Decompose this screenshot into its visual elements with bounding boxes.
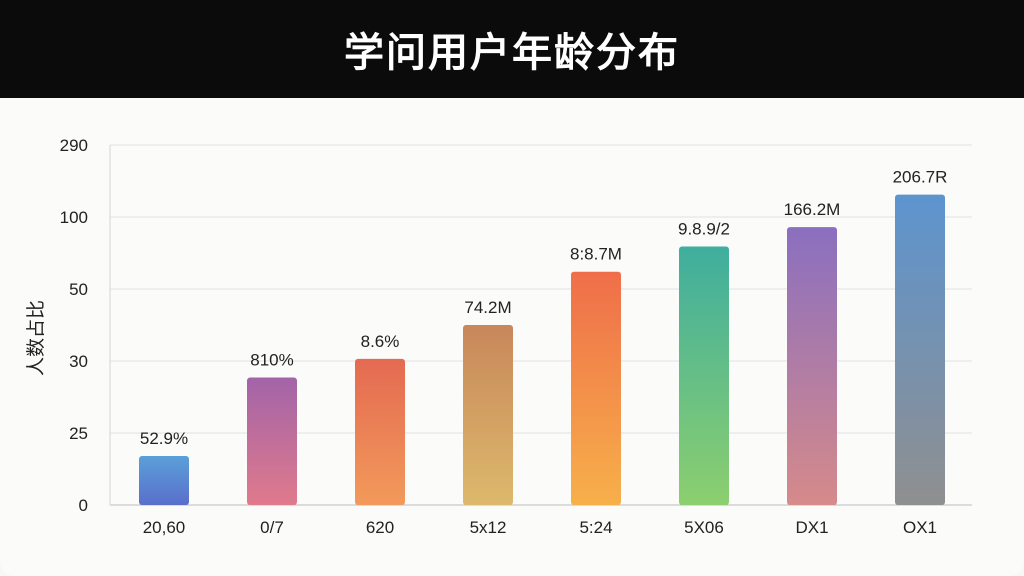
bar-data-label: 206.7R (893, 168, 948, 187)
x-tick-label: DX1 (795, 518, 828, 537)
y-tick-label: 25 (69, 424, 88, 443)
bar-data-label: 74.2M (464, 298, 511, 317)
bar-data-label: 810% (250, 351, 293, 370)
bar-data-label: 9.8.9/2 (678, 220, 730, 239)
y-tick-label: 30 (69, 352, 88, 371)
bar-chart: 0 25 30 50 100 290 52.9% 20,60 810% 0/7 8.6% 620 74… (25, 136, 972, 537)
y-tick-label: 0 (79, 496, 88, 515)
y-tick-label: 100 (60, 208, 88, 227)
x-tick-label: 0/7 (260, 518, 284, 537)
y-axis-label: 人数占比 (25, 300, 47, 376)
x-tick-label: 20,60 (143, 518, 186, 537)
x-tick-label: 5X06 (684, 518, 724, 537)
bar (355, 358, 405, 505)
bar-data-label: 8.6% (361, 332, 400, 351)
y-tick-label: 50 (69, 280, 88, 299)
bar (679, 246, 729, 505)
bar (895, 194, 945, 505)
bar (247, 377, 297, 505)
bar-data-label: 166.2M (784, 200, 841, 219)
bar (571, 271, 621, 505)
x-tick-label: 620 (366, 518, 394, 537)
bar-data-label: 52.9% (140, 429, 188, 448)
bar (787, 227, 837, 505)
bar (139, 456, 189, 505)
x-tick-label: 5:24 (579, 518, 612, 537)
bar (463, 325, 513, 505)
bar-data-label: 8:8.7M (570, 245, 622, 264)
title-bar: 学问用户年龄分布 (0, 0, 1024, 98)
x-tick-label: 5x12 (470, 518, 507, 537)
chart-panel: 0 25 30 50 100 290 52.9% 20,60 810% 0/7 8.6% 620 74… (0, 98, 1024, 576)
x-tick-label: OX1 (903, 518, 937, 537)
y-tick-label: 290 (60, 136, 88, 155)
chart-title: 学问用户年龄分布 (344, 30, 680, 76)
